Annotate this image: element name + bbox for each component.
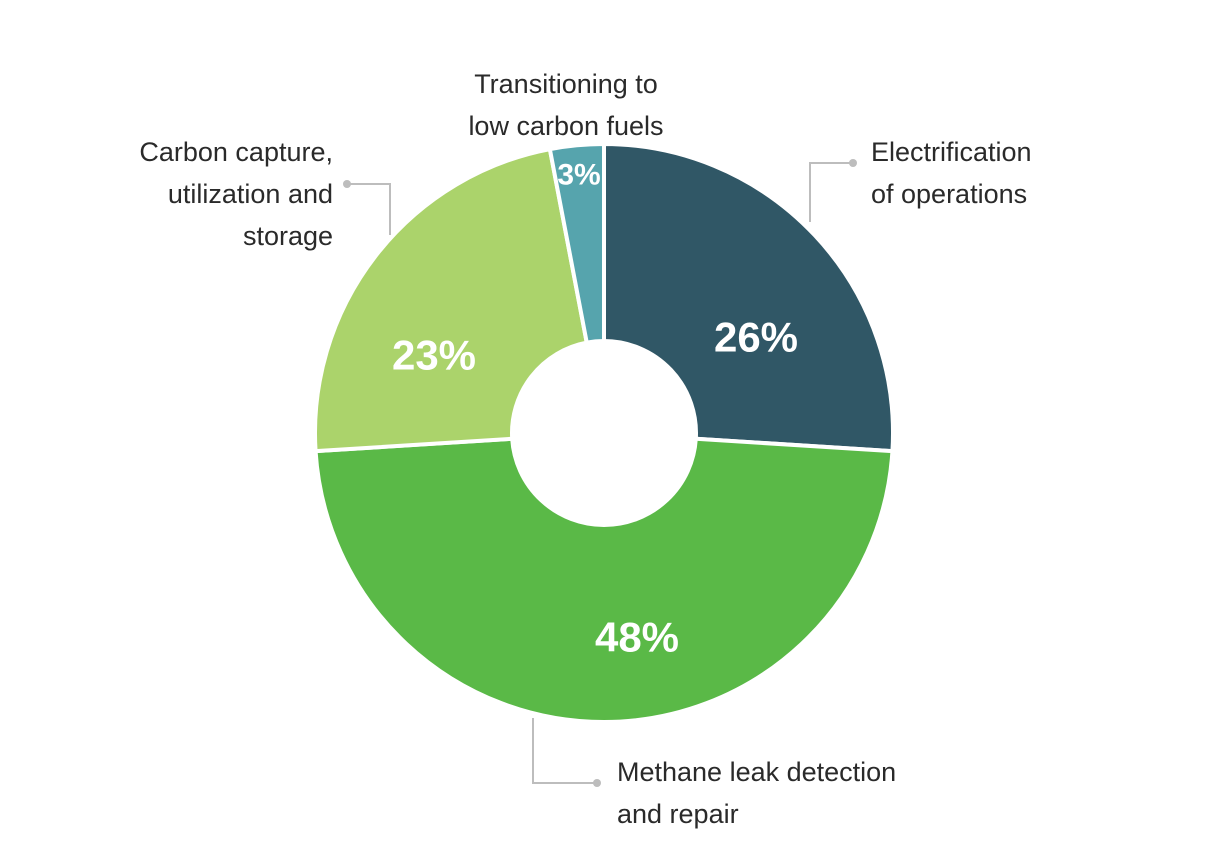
slice-electrification-of-operations — [602, 142, 895, 454]
leader-dot-electrification-of-operations — [849, 159, 857, 167]
slice-methane-leak-detection-and-repair — [313, 436, 895, 725]
leader-dot-methane-leak-detection-and-repair — [593, 779, 601, 787]
slice-value-labels: 26% 48% 23% 3% — [392, 159, 798, 661]
category-label-carbon-capture-utilization-and-storage: Carbon capture, utilization and storage — [139, 137, 333, 251]
slice-carbon-capture-utilization-and-storage — [313, 147, 589, 454]
leader-line-electrification-of-operations — [809, 162, 853, 222]
category-label-methane-leak-detection-and-repair: Methane leak detection and repair — [617, 757, 896, 829]
value-label-electrification-of-operations: 26% — [714, 314, 798, 361]
donut-slices — [313, 142, 895, 725]
leader-line-carbon-capture-utilization-and-storage — [347, 183, 391, 235]
slice-transitioning-to-low-carbon-fuels — [547, 142, 606, 345]
value-label-methane-leak-detection-and-repair: 48% — [595, 614, 679, 661]
category-labels: Electrification of operations Methane leak… — [139, 69, 1031, 829]
value-label-carbon-capture-utilization-and-storage: 23% — [392, 332, 476, 379]
leader-line-methane-leak-detection-and-repair — [532, 718, 597, 784]
leader-dot-carbon-capture-utilization-and-storage — [343, 180, 351, 188]
leader-lines — [343, 159, 857, 787]
category-label-electrification-of-operations: Electrification of operations — [871, 137, 1032, 209]
category-label-transitioning-to-low-carbon-fuels: Transitioning to low carbon fuels — [468, 69, 663, 141]
value-label-transitioning-to-low-carbon-fuels: 3% — [557, 159, 600, 192]
